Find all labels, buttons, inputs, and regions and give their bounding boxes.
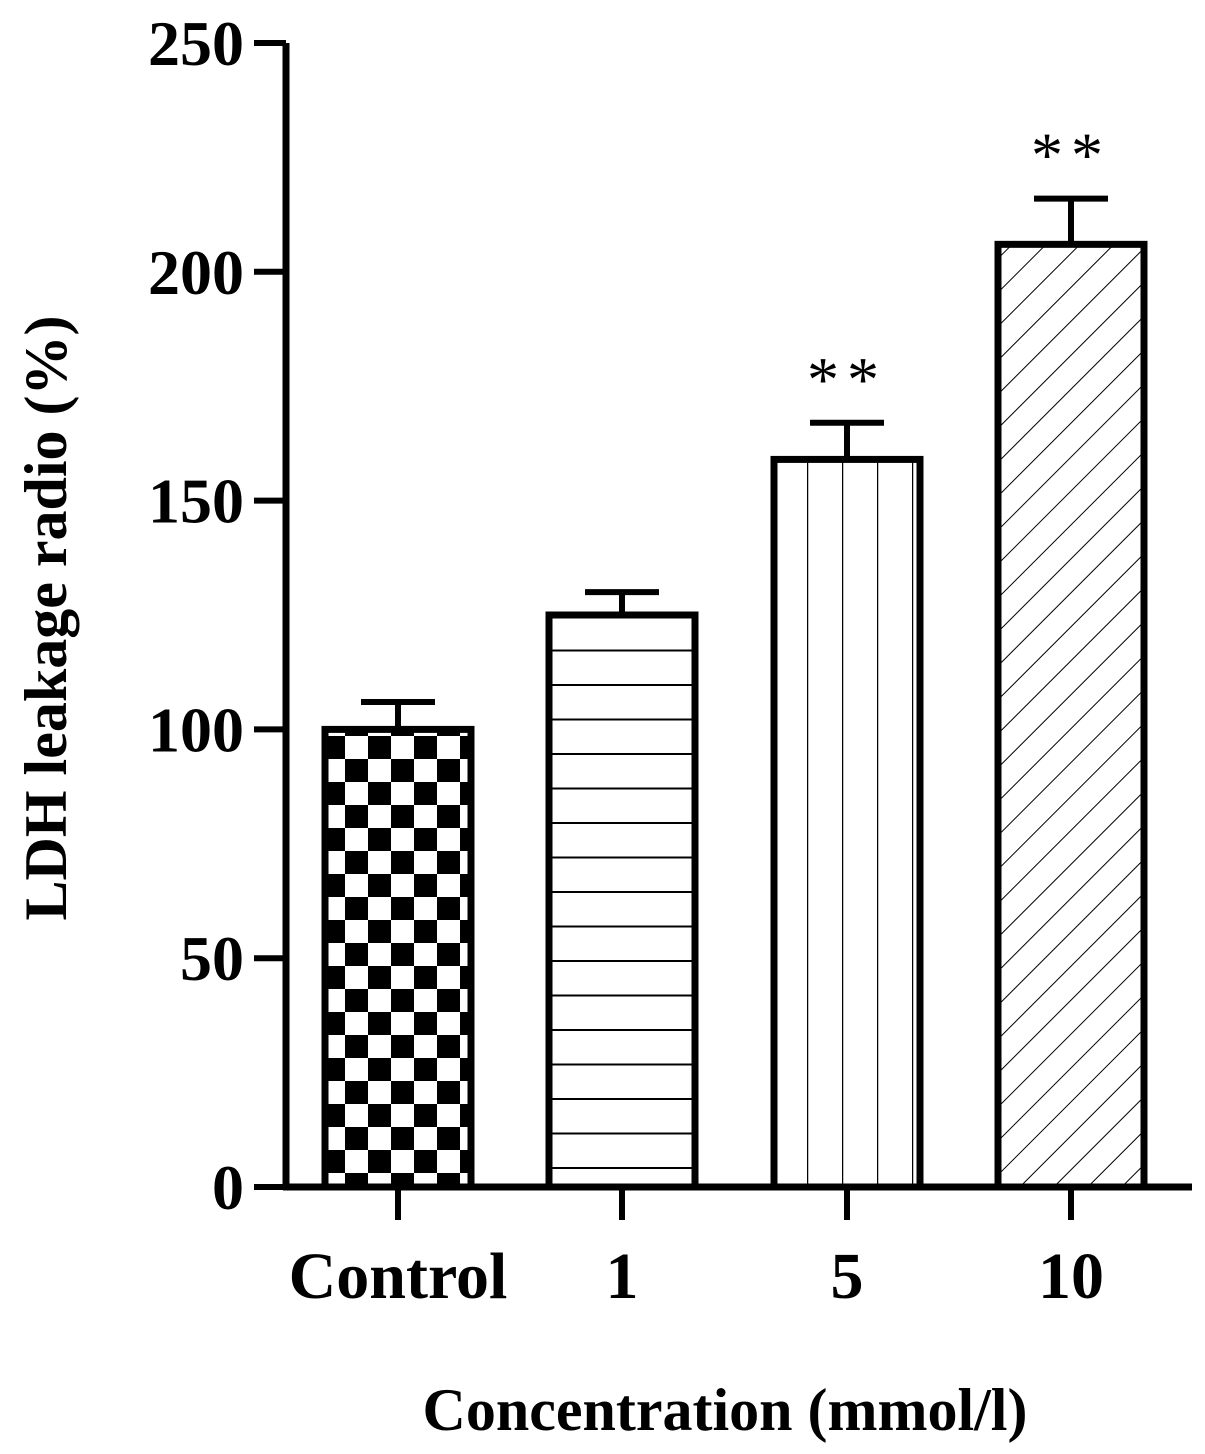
significance-mark-5: ** [807, 344, 887, 415]
significance-mark-10: ** [1031, 120, 1111, 191]
y-tick-label: 200 [148, 237, 244, 308]
x-axis-title: Concentration (mmol/l) [423, 1377, 1028, 1443]
bar-pattern-Control [325, 729, 471, 1187]
plot-area: 0 50 100 150 200 250 Control 1 5 ** 10 ** [148, 8, 1192, 1313]
y-axis-title: LDH leakage radio (%) [13, 316, 79, 921]
bar-pattern-5 [774, 459, 920, 1187]
x-tick-label-1: 1 [606, 1240, 639, 1313]
y-tick-label: 100 [148, 694, 244, 765]
x-tick-label-10: 10 [1038, 1240, 1104, 1313]
x-tick-label-5: 5 [831, 1240, 864, 1313]
y-tick-label: 50 [180, 923, 244, 994]
bar-pattern-10 [998, 244, 1144, 1187]
y-tick-label: 0 [212, 1152, 244, 1223]
x-tick-label-Control: Control [289, 1240, 508, 1313]
bar-pattern-1 [549, 615, 695, 1187]
y-tick-label: 250 [148, 8, 244, 79]
y-tick-label: 150 [148, 466, 244, 537]
